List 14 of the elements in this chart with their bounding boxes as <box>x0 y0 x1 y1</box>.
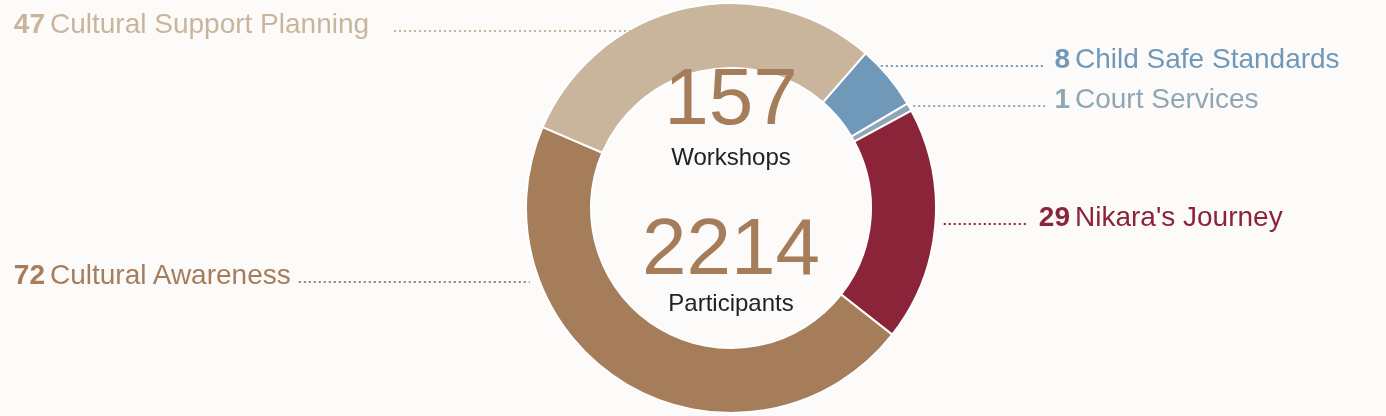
slice-label: Cultural Support Planning <box>50 8 370 39</box>
data-label: 47 <box>13 8 45 39</box>
data-label: 8 <box>1054 43 1070 74</box>
data-label: 1 <box>1054 83 1070 114</box>
data-label: 72 <box>13 259 45 290</box>
slice-label: Cultural Awareness <box>50 259 291 290</box>
text: Workshops <box>671 143 791 170</box>
data-label: 29 <box>1038 201 1070 232</box>
text: Participants <box>668 289 794 316</box>
text: 157 <box>664 52 798 141</box>
slice-label: Child Safe Standards <box>1075 43 1340 74</box>
slice-label: Court Services <box>1075 83 1259 114</box>
slice-label: Nikara's Journey <box>1075 201 1283 232</box>
text: 2214 <box>642 202 820 291</box>
